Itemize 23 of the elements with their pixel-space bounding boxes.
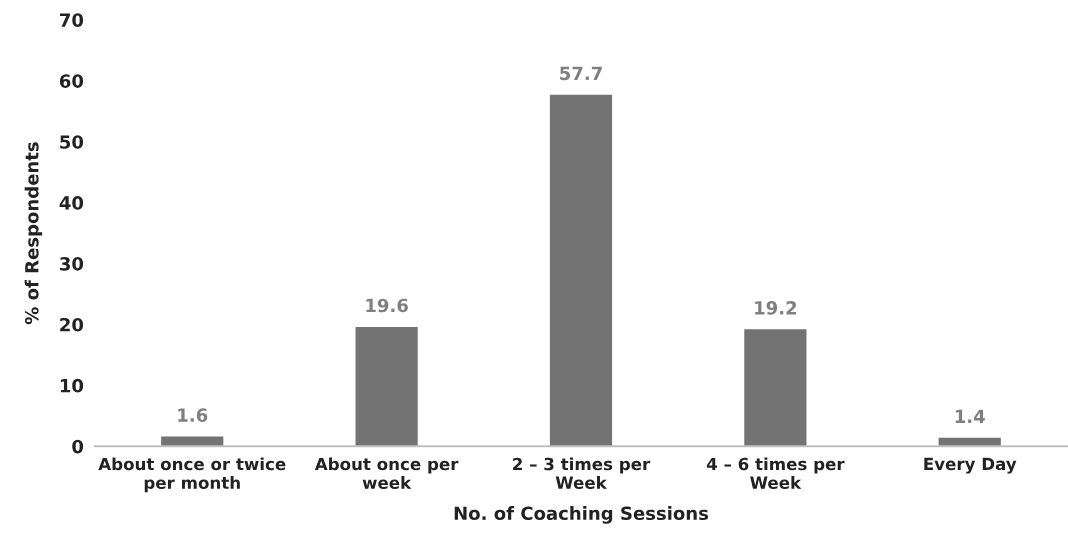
data-label: 1.4 bbox=[955, 409, 985, 423]
y-axis-title: % of Respondents bbox=[24, 142, 43, 325]
y-tick-label: 0 bbox=[72, 439, 84, 454]
bar bbox=[744, 329, 807, 447]
x-tick-label: About once per week bbox=[314, 457, 459, 489]
x-tick-label: 4 – 6 times per Week bbox=[706, 457, 845, 489]
y-tick-label: 10 bbox=[60, 378, 84, 393]
y-tick-label: 40 bbox=[59, 196, 84, 210]
x-axis-title: No. of Coaching Sessions bbox=[454, 506, 709, 524]
bar bbox=[549, 94, 613, 447]
data-label: 19.2 bbox=[755, 301, 797, 315]
x-tick-label: 2 – 3 times per Week bbox=[513, 457, 651, 489]
data-label: 19.6 bbox=[366, 298, 408, 313]
x-tick-label: Every Day bbox=[924, 457, 1017, 474]
y-tick-label: 70 bbox=[60, 13, 84, 27]
y-tick-label: 50 bbox=[60, 135, 84, 149]
bar bbox=[355, 326, 418, 447]
y-tick-label: 20 bbox=[60, 317, 84, 332]
data-label: 57.7 bbox=[560, 66, 602, 81]
x-tick-label: About once or twice per month bbox=[98, 457, 286, 493]
y-tick-label: 60 bbox=[59, 74, 84, 88]
y-tick-label: 30 bbox=[60, 256, 84, 271]
data-label: 1.6 bbox=[178, 408, 208, 422]
